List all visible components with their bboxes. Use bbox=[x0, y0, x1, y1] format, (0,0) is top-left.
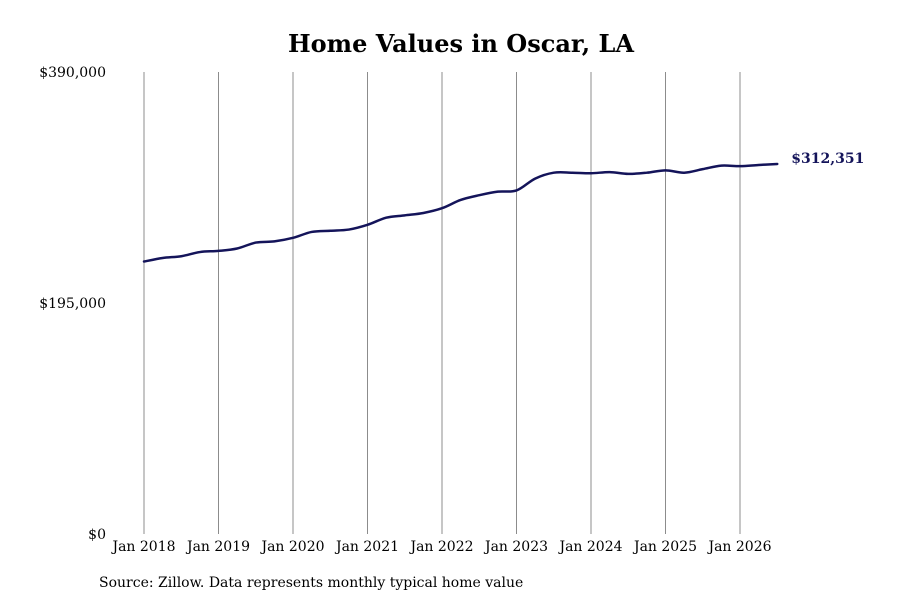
x-tick-label: Jan 2020 bbox=[259, 539, 324, 555]
end-value-label: $312,351 bbox=[791, 151, 864, 167]
x-tick-label: Jan 2019 bbox=[185, 539, 250, 555]
x-tick-label: Jan 2024 bbox=[557, 539, 622, 555]
y-axis-ticks: $0 $195,000 $390,000 bbox=[39, 65, 106, 543]
y-tick-label: $390,000 bbox=[39, 65, 106, 81]
x-tick-label: Jan 2022 bbox=[408, 539, 473, 555]
y-tick-label: $0 bbox=[88, 527, 106, 543]
x-tick-label: Jan 2023 bbox=[483, 539, 548, 555]
x-tick-label: Jan 2018 bbox=[110, 539, 175, 555]
chart-title: Home Values in Oscar, LA bbox=[288, 29, 634, 58]
source-note: Source: Zillow. Data represents monthly … bbox=[99, 575, 523, 591]
y-tick-label: $195,000 bbox=[39, 296, 106, 312]
home-value-line bbox=[142, 162, 779, 263]
x-tick-label: Jan 2026 bbox=[706, 539, 771, 555]
gridlines bbox=[143, 72, 741, 534]
x-tick-label: Jan 2021 bbox=[334, 539, 399, 555]
x-axis-ticks: Jan 2018 Jan 2019 Jan 2020 Jan 2021 Jan 2022… bbox=[110, 539, 771, 555]
x-tick-label: Jan 2025 bbox=[632, 539, 697, 555]
